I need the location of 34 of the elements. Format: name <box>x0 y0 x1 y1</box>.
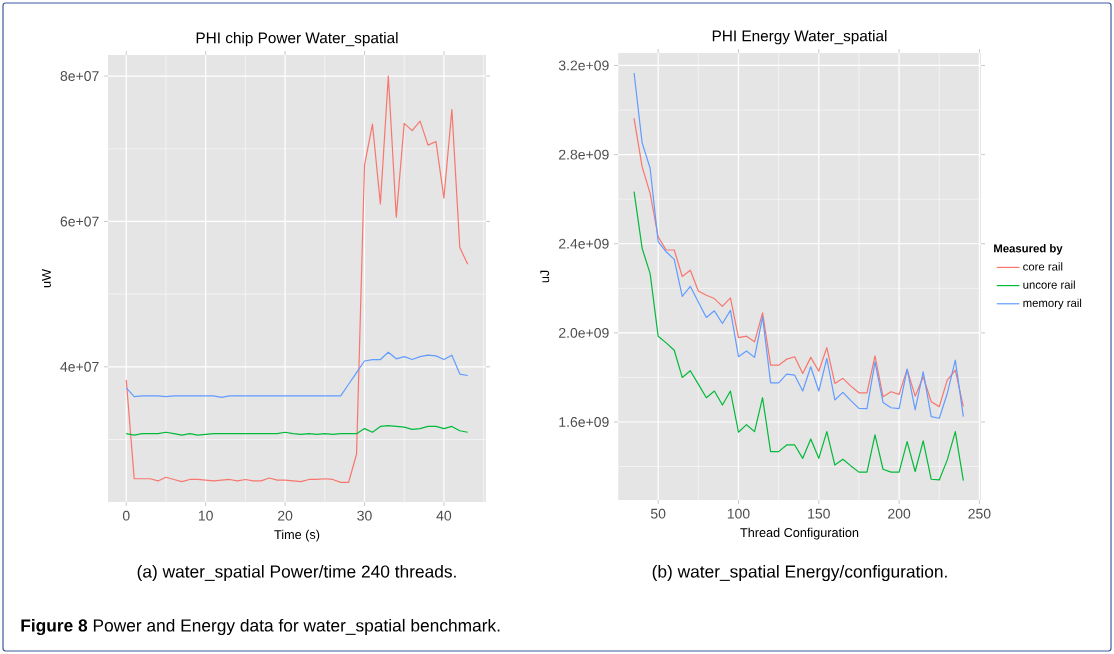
text: (b) water_spatial Energy/configuration. <box>652 564 947 582</box>
y-axis-title: uW <box>42 269 51 288</box>
legend-title: Measured by <box>994 244 1063 255</box>
y-tick-label: 2.0e+09 <box>559 327 609 338</box>
line-series <box>633 117 964 408</box>
y-tick-label: 3.2e+09 <box>558 60 609 71</box>
x-axis-title: Time (s) <box>274 529 320 542</box>
x-axis-title: Thread Configuration <box>740 527 859 540</box>
x-tick-label: 250 <box>968 508 991 519</box>
chart-title: PHI Energy Water_spatial <box>712 30 887 45</box>
y-tick-label: 6e+07 <box>60 216 99 227</box>
y-axis-title: uJ <box>540 270 550 283</box>
y-tick-label: 1.6e+09 <box>559 417 609 427</box>
y-tick-label: 2.8e+09 <box>559 149 609 160</box>
chart-title: PHI chip Power Water_spatial <box>196 32 398 47</box>
x-tick-label: 200 <box>888 508 911 519</box>
x-tick-label: 40 <box>436 510 452 521</box>
legend-label: uncore rail <box>1023 280 1075 289</box>
x-tick-label: 50 <box>650 508 666 519</box>
x-tick-label: 30 <box>357 510 372 521</box>
y-tick-label: 4e+07 <box>60 361 99 372</box>
x-tick-label: 100 <box>727 508 750 519</box>
x-tick-label: 20 <box>278 510 293 521</box>
legend-label: memory rail <box>1023 298 1082 310</box>
x-tick-label: 10 <box>198 510 213 521</box>
y-tick-label: 2.4e+09 <box>559 238 609 249</box>
x-tick-label: 150 <box>808 508 830 519</box>
y-tick-label: 8e+07 <box>60 71 99 82</box>
x-tick-label: 0 <box>122 510 130 521</box>
legend-label: core rail <box>1023 262 1063 271</box>
text: (a) water_spatial Power/time 240 threads. <box>137 564 456 582</box>
text: Figure 8 Power and Energy data for water_spatial benchmark. <box>21 618 500 636</box>
line-series <box>633 72 964 419</box>
line-series <box>633 190 964 482</box>
